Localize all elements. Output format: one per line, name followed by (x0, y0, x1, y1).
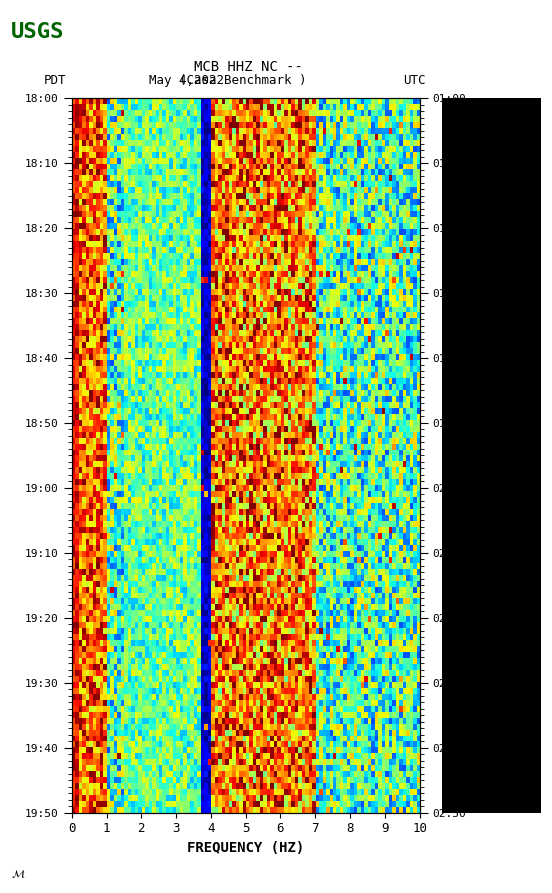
Text: May 4,2022: May 4,2022 (149, 74, 224, 87)
Text: PDT: PDT (44, 74, 67, 87)
Text: (Casa Benchmark ): (Casa Benchmark ) (179, 74, 306, 87)
Text: USGS: USGS (11, 22, 65, 42)
Text: MCB HHZ NC --: MCB HHZ NC -- (194, 60, 303, 74)
X-axis label: FREQUENCY (HZ): FREQUENCY (HZ) (187, 841, 304, 855)
Text: $\mathcal{M}$: $\mathcal{M}$ (11, 868, 25, 880)
Text: UTC: UTC (403, 74, 425, 87)
